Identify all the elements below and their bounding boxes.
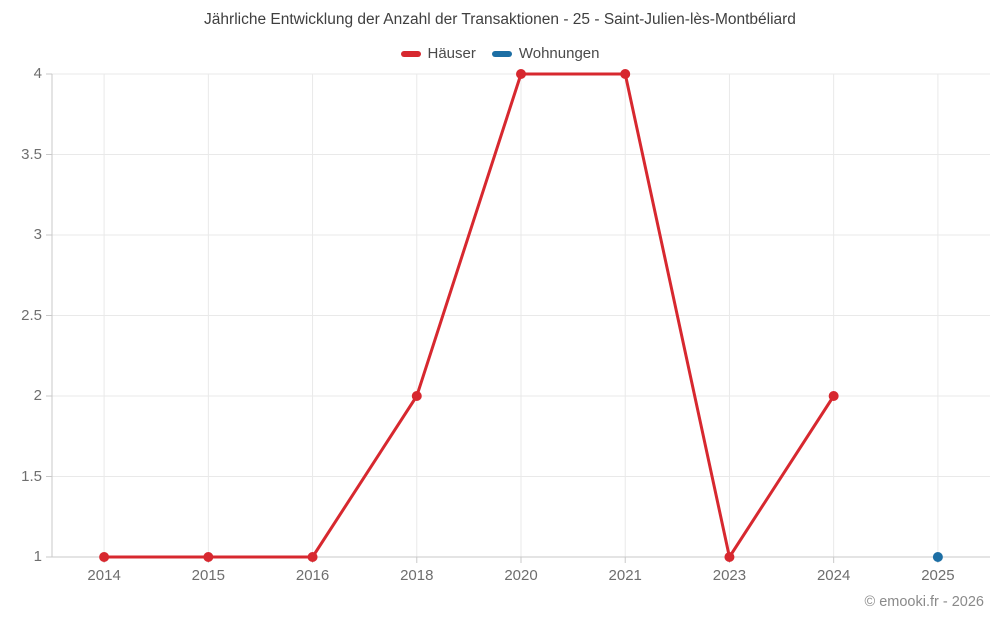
legend-swatch-haeuser-icon	[400, 50, 421, 57]
data-point-Häuser-2015[interactable]	[203, 552, 214, 562]
x-tick-label-2023: 2023	[712, 567, 747, 584]
data-point-Wohnungen-2025[interactable]	[932, 552, 943, 562]
y-tick-label-4: 4	[33, 65, 42, 82]
y-tick-label-3: 3	[33, 226, 42, 243]
y-tick-label-1: 1	[33, 548, 42, 565]
y-tick-label-2.5: 2.5	[21, 306, 42, 324]
data-point-Häuser-2020[interactable]	[516, 69, 526, 79]
data-point-Häuser-2021[interactable]	[620, 69, 631, 79]
legend-item-haeuser[interactable]: Häuser	[400, 45, 476, 62]
x-tick-label-2021: 2021	[608, 567, 642, 584]
y-tick-label-3.5: 3.5	[21, 145, 42, 163]
data-point-Häuser-2023[interactable]	[724, 552, 735, 562]
chart-legend: Häuser Wohnungen	[0, 45, 1000, 62]
x-tick-label-2024: 2024	[816, 567, 851, 584]
footer-credit: © emooki.fr - 2026	[864, 594, 984, 610]
y-tick-label-2: 2	[33, 387, 42, 404]
legend-label: Wohnungen	[518, 45, 600, 62]
legend-item-wohnungen[interactable]: Wohnungen	[491, 45, 600, 62]
y-tick-label-1.5: 1.5	[21, 467, 42, 485]
x-tick-label-2018: 2018	[400, 567, 434, 584]
x-tick-label-2014: 2014	[87, 567, 121, 584]
legend-label: Häuser	[427, 45, 476, 62]
series-line-Häuser	[104, 72, 835, 559]
data-point-Häuser-2024[interactable]	[828, 391, 839, 401]
x-tick-label-2015: 2015	[191, 567, 226, 584]
data-point-Häuser-2014[interactable]	[99, 552, 110, 562]
legend-swatch-wohnungen-icon	[491, 50, 512, 57]
x-tick-label-2025: 2025	[921, 567, 955, 584]
chart-title: Jährliche Entwicklung der Anzahl der Tra…	[204, 11, 796, 28]
x-tick-label-2020: 2020	[504, 567, 538, 584]
data-point-Häuser-2018[interactable]	[411, 391, 422, 401]
data-point-Häuser-2016[interactable]	[307, 552, 318, 562]
x-tick-label-2016: 2016	[295, 567, 330, 584]
